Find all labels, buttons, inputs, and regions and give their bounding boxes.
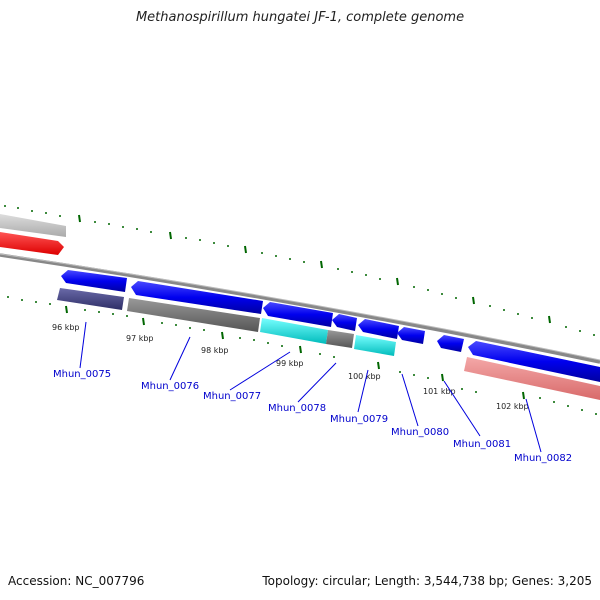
gene-label[interactable]: Mhun_0075 [53, 369, 111, 380]
cds-arrow [397, 327, 425, 344]
backbone-line [0, 253, 600, 364]
gene-label[interactable]: Mhun_0081 [453, 439, 511, 450]
gene-label[interactable]: Mhun_0078 [268, 403, 326, 414]
gene-label[interactable]: Mhun_0079 [330, 414, 388, 425]
genome-summary-text: Topology: circular; Length: 3,544,738 bp… [262, 574, 592, 588]
feature-gray-bar [127, 298, 260, 332]
kbp-label: 98 kbp [201, 346, 229, 355]
cds-arrow [468, 341, 600, 382]
feature-lower-track [57, 288, 600, 400]
feature-navy-bar [57, 288, 124, 310]
outer-ruler-ticks [4, 205, 595, 336]
kbp-label: 100 kbp [348, 372, 381, 381]
gene-leader-lines [79, 321, 542, 453]
gene-label[interactable]: Mhun_0082 [514, 453, 572, 464]
cds-arrow [61, 270, 127, 292]
cds-arrow [437, 335, 464, 352]
cds-arrow [263, 302, 333, 327]
kbp-label: 101 kbp [423, 387, 456, 396]
cds-arrow [358, 319, 399, 339]
feature-gray-bar [326, 330, 354, 348]
accession-text: Accession: NC_007796 [8, 574, 145, 588]
inner-ruler-ticks [7, 296, 597, 415]
gene-label[interactable]: Mhun_0076 [141, 381, 199, 392]
gene-labels: Mhun_0075 Mhun_0076 Mhun_0077 Mhun_0078 … [53, 369, 572, 464]
cds-arrow [131, 281, 263, 314]
feature-cyan-bar [354, 335, 396, 356]
feature-light-gray [0, 214, 66, 237]
cds-upper-track [61, 270, 600, 382]
kbp-label: 97 kbp [126, 334, 154, 343]
gene-label[interactable]: Mhun_0077 [203, 391, 261, 402]
kbp-label: 102 kbp [496, 402, 529, 411]
kbp-label: 96 kbp [52, 323, 80, 332]
kbp-labels: 96 kbp 97 kbp 98 kbp 99 kbp 100 kbp 101 … [52, 323, 529, 411]
genome-title: Methanospirillum hungatei JF-1, complete… [135, 10, 465, 25]
feature-red-arrow [0, 232, 64, 255]
gene-label[interactable]: Mhun_0080 [391, 427, 449, 438]
cds-arrow [332, 314, 357, 331]
kbp-label: 99 kbp [276, 359, 304, 368]
backbone-line-inner [0, 253, 600, 361]
feature-pink-bar [464, 357, 600, 400]
feature-cyan-bar [260, 318, 328, 344]
